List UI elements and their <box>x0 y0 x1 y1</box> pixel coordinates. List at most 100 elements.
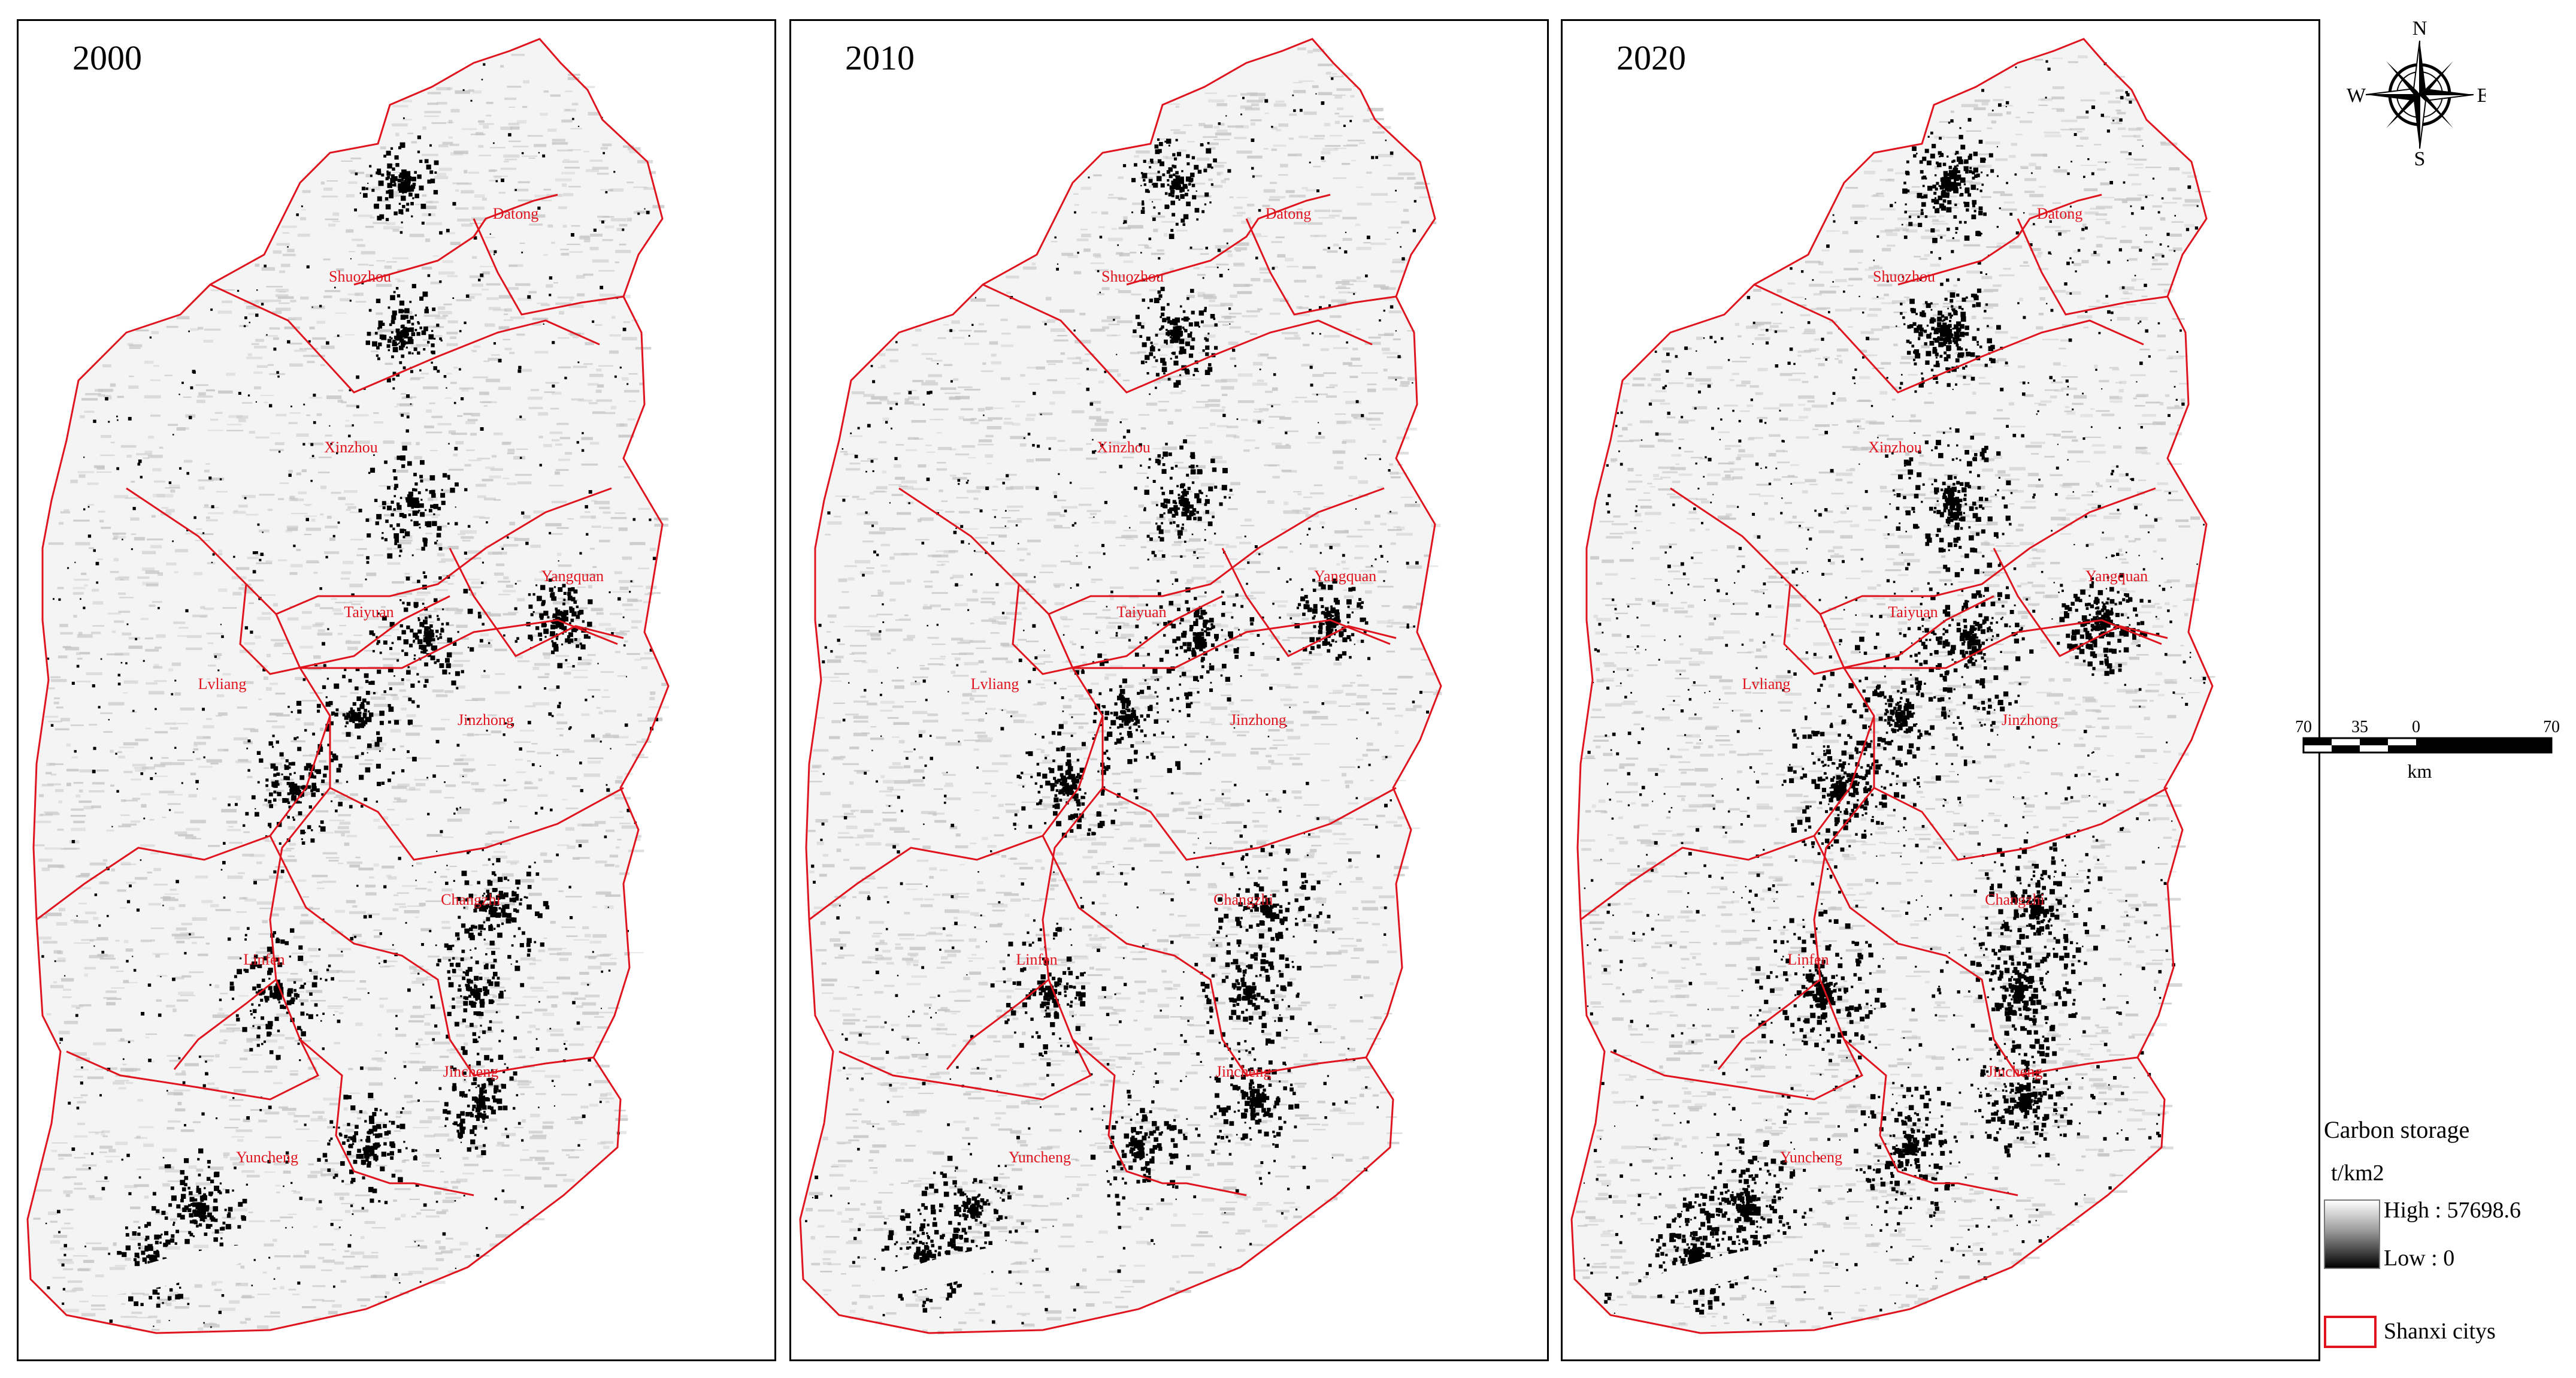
city-label-jincheng: Jincheng <box>1987 1063 2042 1080</box>
compass-star-icon <box>2365 40 2474 149</box>
city-boundary <box>1844 619 2162 669</box>
year-label: 2000 <box>72 38 142 77</box>
city-boundary <box>126 487 612 615</box>
map-panel-2000: Datong Shuozhou Xinzhou Yangquan Taiyuan Lvli… <box>17 19 776 1361</box>
city-label-jinzhong: Jinzhong <box>2002 711 2058 729</box>
city-label-jinzhong: Jinzhong <box>458 711 514 729</box>
lake-gap <box>87 1244 262 1296</box>
city-boundary <box>300 619 618 669</box>
city-boundary <box>1783 584 1994 675</box>
city-boundary <box>1221 548 1397 657</box>
province-boundary <box>1570 38 2214 1334</box>
dark-pixels <box>1584 60 2206 1327</box>
city-label-shuozhou: Shuozhou <box>1873 268 1935 285</box>
province-map: Datong Shuozhou Xinzhou Yangquan Taiyuan Lvli… <box>1570 38 2215 1334</box>
province-map: Datong Shuozhou Xinzhou Yangquan Taiyuan Lvli… <box>799 38 1442 1335</box>
city-label-taiyuan: Taiyuan <box>1888 603 1938 621</box>
city-boundary <box>173 978 277 1070</box>
grey-texture <box>33 53 669 1331</box>
city-label-shuozhou: Shuozhou <box>1101 268 1164 285</box>
city-boundary <box>353 194 558 286</box>
scale-tick-label: 35 <box>2351 718 2368 736</box>
scale-tick-label: 70 <box>2295 718 2312 736</box>
city-label-linfen: Linfen <box>1787 951 1829 968</box>
province-map: Datong Shuozhou Xinzhou Yangquan Taiyuan Lvli… <box>26 38 670 1334</box>
city-boundary <box>299 1038 474 1196</box>
province-boundary <box>26 38 670 1334</box>
city-boundary <box>1073 619 1391 669</box>
city-boundary <box>982 283 1373 394</box>
city-label-taiyuan: Taiyuan <box>344 603 393 621</box>
scale-tick-label: 0 <box>2412 718 2420 736</box>
city-label-lvliang: Lvliang <box>198 675 247 693</box>
city-label-datong: Datong <box>1266 205 1312 222</box>
city-boundary <box>210 283 600 394</box>
legend-unit: t/km2 <box>2331 1161 2384 1186</box>
city-label-changzhi: Changzhi <box>1985 891 2045 908</box>
legend-gradient-swatch <box>2324 1199 2380 1269</box>
city-label-xinzhou: Xinzhou <box>1868 439 1922 456</box>
city-label-yuncheng: Yuncheng <box>1009 1149 1071 1166</box>
legend-high-label: High : 57698.6 <box>2384 1198 2521 1223</box>
city-label-taiyuan: Taiyuan <box>1116 603 1166 621</box>
city-boundary <box>1610 787 1875 1101</box>
legend-boundary-swatch <box>2324 1316 2377 1348</box>
lake-gap <box>859 1244 1034 1296</box>
city-boundary <box>839 787 1104 1101</box>
city-label-lvliang: Lvliang <box>1742 675 1791 693</box>
city-boundary <box>898 487 1385 615</box>
city-boundary <box>1670 487 2156 615</box>
city-label-yangquan: Yangquan <box>541 567 604 585</box>
city-label-yuncheng: Yuncheng <box>1780 1149 1842 1166</box>
city-label-jincheng: Jincheng <box>1216 1063 1271 1080</box>
city-boundary <box>66 787 331 1101</box>
legend-title: Carbon storage <box>2324 1116 2470 1143</box>
map-panel-2020: Datong Shuozhou Xinzhou Yangquan Taiyuan Lvli… <box>1561 19 2320 1361</box>
compass-e: E <box>2477 84 2486 107</box>
scale-bar: 70 35 0 70 km <box>2295 718 2560 782</box>
legend-boundary-label: Shanxi citys <box>2384 1319 2496 1344</box>
city-boundary <box>1993 548 2168 657</box>
city-label-jincheng: Jincheng <box>443 1063 498 1080</box>
city-boundary <box>1126 194 1331 286</box>
city-label-shuozhou: Shuozhou <box>329 268 391 285</box>
city-label-datong: Datong <box>493 205 539 222</box>
city-boundary <box>449 548 624 657</box>
lake-gap <box>1631 1244 1806 1296</box>
city-boundary <box>1844 1038 2018 1196</box>
north-arrow-compass: N S W E <box>2347 17 2486 168</box>
city-label-datong: Datong <box>2037 205 2083 222</box>
city-label-xinzhou: Xinzhou <box>324 439 378 456</box>
city-boundary <box>1754 283 2144 394</box>
city-label-yangquan: Yangquan <box>2085 567 2148 585</box>
dark-pixels <box>805 77 1429 1325</box>
year-label: 2020 <box>1617 38 1686 77</box>
legend-low-label: Low : 0 <box>2384 1246 2455 1271</box>
province-fill <box>28 39 668 1333</box>
city-label-xinzhou: Xinzhou <box>1097 439 1151 456</box>
grey-texture <box>1575 55 2215 1328</box>
city-label-linfen: Linfen <box>1016 951 1057 968</box>
city-boundary <box>1717 978 1821 1070</box>
city-boundary <box>1813 835 2138 1077</box>
compass-n: N <box>2412 17 2427 40</box>
city-boundary <box>1072 1038 1247 1196</box>
city-label-linfen: Linfen <box>243 951 284 968</box>
city-label-lvliang: Lvliang <box>971 675 1019 693</box>
city-label-jinzhong: Jinzhong <box>1230 711 1287 729</box>
scale-unit: km <box>2408 760 2432 782</box>
city-label-yangquan: Yangquan <box>1314 567 1376 585</box>
map-panel-2010: Datong Shuozhou Xinzhou Yangquan Taiyuan Lvli… <box>789 19 1549 1361</box>
compass-s: S <box>2414 148 2426 168</box>
city-boundary <box>269 835 594 1077</box>
scale-tick-label: 70 <box>2543 718 2560 736</box>
city-boundary <box>2017 218 2168 316</box>
compass-w: W <box>2347 84 2366 107</box>
province-boundary <box>799 38 1442 1334</box>
city-boundary <box>1042 835 1367 1077</box>
city-boundary <box>946 978 1049 1070</box>
city-label-changzhi: Changzhi <box>441 891 501 908</box>
city-label-changzhi: Changzhi <box>1213 891 1273 908</box>
city-label-yuncheng: Yuncheng <box>236 1149 298 1166</box>
city-boundary <box>1012 584 1223 675</box>
